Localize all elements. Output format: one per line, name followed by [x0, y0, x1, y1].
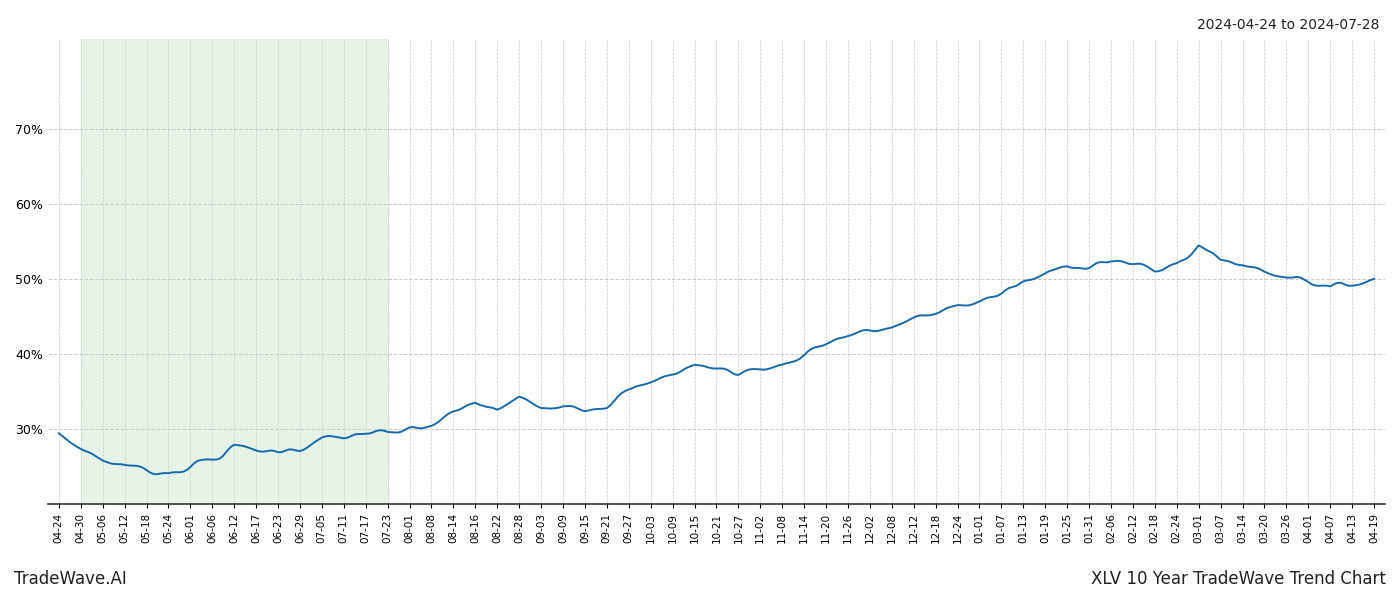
Text: XLV 10 Year TradeWave Trend Chart: XLV 10 Year TradeWave Trend Chart	[1091, 570, 1386, 588]
Bar	[81, 39, 388, 504]
Text: 2024-04-24 to 2024-07-28: 2024-04-24 to 2024-07-28	[1197, 18, 1379, 32]
Text: TradeWave.AI: TradeWave.AI	[14, 570, 127, 588]
